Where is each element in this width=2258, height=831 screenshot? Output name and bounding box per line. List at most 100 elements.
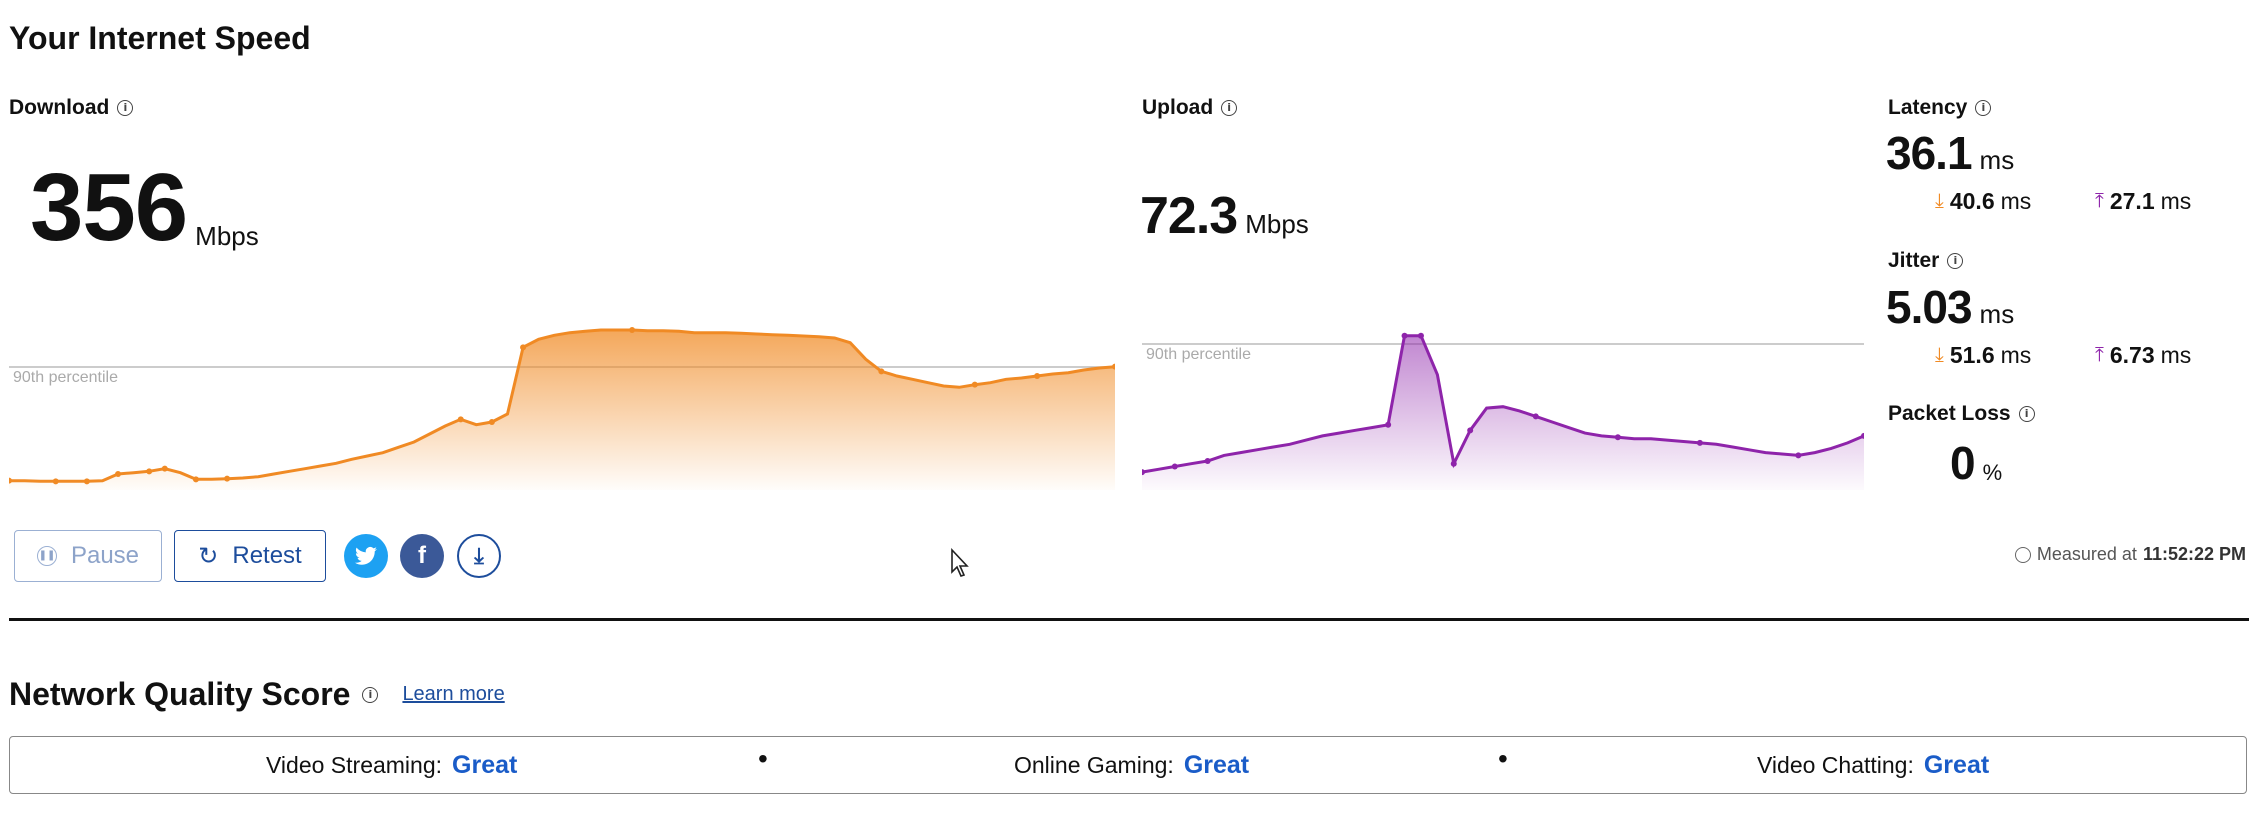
latency-value: 36.1 — [1886, 127, 1973, 179]
chart-point — [1467, 427, 1474, 434]
latency-download: ⤓ 40.6 ms — [1935, 188, 2031, 215]
jitter-upload: ⤒ 6.73 ms — [2095, 342, 2191, 369]
pause-label: Pause — [70, 542, 140, 569]
upload-arrow-icon: ⤒ — [2095, 344, 2104, 366]
download-chart: 90th percentile — [9, 327, 1115, 490]
jitter-label-text: Jitter — [1888, 249, 1940, 272]
chart-point — [115, 471, 122, 477]
latency-upload: ⤒ 27.1 ms — [2095, 188, 2191, 215]
info-icon[interactable]: i — [1975, 100, 1992, 116]
upload-unit: Mbps — [1245, 209, 1309, 239]
download-arrow-icon: ⤓ — [1935, 344, 1944, 366]
jitter-upload-value: 6.73 — [2109, 342, 2155, 368]
packet-loss-label: Packet Loss i — [1888, 402, 2035, 426]
chart-point — [1385, 421, 1392, 428]
download-label: Download i — [9, 96, 134, 120]
chart-point — [1614, 434, 1621, 441]
chart-point — [9, 477, 12, 484]
chart-point — [224, 475, 231, 482]
upload-area — [1142, 335, 1864, 490]
latency-label: Latency i — [1888, 96, 1992, 120]
video-streaming-label: Video Streaming: — [266, 752, 443, 778]
refresh-icon: ↻ — [198, 542, 219, 570]
chart-point — [1401, 332, 1408, 339]
info-icon[interactable]: i — [1221, 100, 1238, 116]
jitter-unit: ms — [1979, 299, 2015, 329]
download-arrow-icon: ⤓ — [1935, 190, 1944, 212]
chart-point — [1450, 460, 1457, 467]
download-results-button[interactable]: ⤓ — [457, 534, 501, 578]
info-icon[interactable]: i — [1947, 253, 1964, 269]
online-gaming-score: Online Gaming: Great — [1014, 751, 1249, 780]
measured-at: Measured at 11:52:22 PM — [2014, 544, 2246, 565]
chart-point — [629, 327, 636, 333]
upload-label-text: Upload — [1142, 96, 1214, 119]
download-unit: Mbps — [195, 221, 259, 251]
chart-point — [520, 344, 527, 351]
info-icon[interactable]: i — [2018, 406, 2035, 422]
jitter-download-value: 51.6 — [1949, 342, 1995, 368]
video-streaming-value: Great — [452, 751, 518, 779]
packet-loss-label-text: Packet Loss — [1888, 402, 2011, 425]
latency-upload-value: 27.1 — [2109, 188, 2155, 214]
latency-unit: ms — [1979, 145, 2015, 175]
download-speed: 356 Mbps — [30, 160, 259, 256]
twitter-icon — [355, 546, 377, 565]
chart-point — [457, 416, 464, 423]
jitter-upload-unit: ms — [2160, 342, 2192, 368]
chart-point — [192, 476, 199, 483]
section-divider — [9, 618, 2249, 621]
info-icon[interactable]: i — [362, 686, 379, 703]
upload-label: Upload i — [1142, 96, 1238, 120]
download-label-text: Download — [9, 96, 110, 119]
video-chatting-score: Video Chatting: Great — [1757, 751, 1989, 780]
chart-point — [1171, 463, 1178, 470]
chart-point — [1417, 332, 1424, 339]
chart-point — [1204, 457, 1211, 464]
facebook-share-button[interactable]: f — [400, 534, 444, 578]
info-icon[interactable]: i — [117, 100, 134, 116]
chart-point — [1112, 363, 1115, 370]
download-value: 356 — [30, 154, 188, 261]
separator-dot: • — [758, 743, 768, 774]
retest-label: Retest — [232, 542, 302, 569]
upload-percentile-label: 90th percentile — [1146, 346, 1251, 363]
upload-arrow-icon: ⤒ — [2095, 190, 2104, 212]
clock-icon — [2014, 546, 2031, 563]
jitter-value: 5.03 — [1886, 281, 1973, 333]
upload-value: 72.3 — [1140, 187, 1238, 245]
chart-point — [83, 478, 90, 485]
jitter-download: ⤓ 51.6 ms — [1935, 342, 2031, 369]
video-chatting-label: Video Chatting: — [1757, 752, 1914, 778]
separator-dot: • — [1498, 743, 1508, 774]
upload-speed: 72.3 Mbps — [1140, 190, 1309, 242]
upload-line — [1142, 334, 1864, 474]
twitter-share-button[interactable] — [344, 534, 388, 578]
chart-point — [1861, 432, 1864, 439]
latency-download-unit: ms — [2000, 188, 2032, 214]
packet-loss-value: 0 — [1950, 437, 1976, 489]
chart-point — [1034, 373, 1041, 379]
video-streaming-score: Video Streaming: Great — [266, 751, 517, 780]
latency-download-value: 40.6 — [1949, 188, 1995, 214]
chart-point — [971, 381, 978, 388]
chart-point — [52, 478, 59, 485]
packet-loss-value-group: 0 % — [1950, 440, 2002, 486]
jitter-label: Jitter i — [1888, 249, 1964, 273]
page-title: Your Internet Speed — [9, 20, 311, 56]
download-area — [9, 330, 1115, 490]
mouse-cursor-icon — [951, 548, 969, 577]
facebook-icon: f — [418, 542, 426, 569]
packet-loss-unit: % — [1982, 460, 2003, 485]
learn-more-link[interactable]: Learn more — [402, 683, 505, 705]
measured-prefix: Measured at — [2036, 544, 2137, 564]
chart-point — [1795, 452, 1802, 459]
jitter-value-group: 5.03 ms — [1886, 284, 2014, 330]
download-percentile-label: 90th percentile — [13, 369, 118, 386]
retest-button[interactable]: ↻ Retest — [174, 530, 326, 582]
pause-button[interactable]: ❚❚ Pause — [14, 530, 162, 582]
nqs-title: Network Quality Score — [9, 676, 351, 712]
measured-time: 11:52:22 PM — [2142, 544, 2246, 564]
video-chatting-value: Great — [1923, 751, 1990, 779]
download-icon: ⤓ — [474, 543, 484, 568]
